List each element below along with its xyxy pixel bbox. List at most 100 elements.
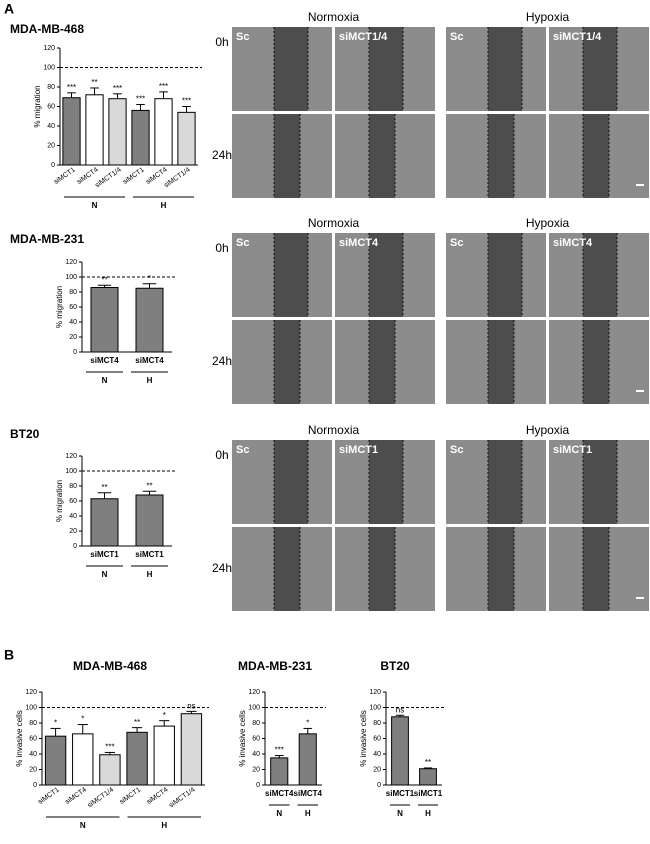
significance: ***: [182, 97, 191, 106]
panel-label: B: [4, 647, 14, 663]
y-tick-label: 80: [373, 720, 381, 727]
y-tick-label: 20: [69, 528, 77, 535]
sample-label: Sc: [450, 31, 463, 43]
group-label: H: [161, 821, 167, 830]
y-tick-label: 60: [69, 498, 77, 505]
wound-gap: [274, 440, 308, 524]
bar: [72, 733, 94, 786]
chart-title: MDA-MB-231: [238, 659, 312, 673]
sample-label: siMCT4: [339, 237, 379, 249]
sample-label: siMCT1: [553, 444, 592, 456]
bar: [135, 494, 164, 547]
wound-gap: [369, 440, 403, 524]
significance: **: [101, 275, 107, 284]
wound-gap: [274, 320, 300, 404]
sample-label: Sc: [450, 444, 463, 456]
x-tick-label: siMCT4: [90, 356, 119, 365]
panel-label: A: [4, 1, 14, 17]
time-label: 24h: [212, 354, 232, 368]
y-axis-label: % migration: [55, 480, 64, 522]
wound-gap: [583, 233, 617, 317]
chart-title: BT20: [380, 659, 410, 673]
bar: [131, 109, 150, 166]
significance: **: [146, 481, 152, 490]
group-label: H: [147, 376, 153, 385]
significance: *: [306, 719, 309, 728]
y-tick-label: 40: [47, 123, 55, 130]
x-tick-label: siMCT1/4: [94, 166, 123, 189]
group-label: N: [397, 809, 403, 818]
bar: [99, 754, 121, 786]
significance: *: [81, 715, 84, 724]
y-tick-label: 40: [69, 513, 77, 520]
wound-gap: [488, 320, 514, 404]
chart-title: MDA-MB-231: [10, 232, 84, 246]
y-tick-label: 0: [73, 543, 77, 550]
x-tick-label: siMCT4: [135, 356, 164, 365]
y-tick-label: 120: [25, 689, 37, 696]
y-tick-label: 80: [29, 720, 37, 727]
bar: [177, 111, 196, 166]
wound-gap: [369, 320, 395, 404]
y-tick-label: 120: [65, 259, 77, 266]
wound-gap: [583, 527, 609, 611]
y-tick-label: 60: [69, 304, 77, 311]
y-tick-label: 100: [43, 64, 55, 71]
y-tick-label: 20: [252, 766, 260, 773]
y-axis-label: % migration: [55, 286, 64, 328]
x-tick-label: siMCT1/4: [168, 786, 197, 809]
significance: ***: [136, 95, 145, 104]
condition-label: Normoxia: [308, 423, 360, 437]
wound-gap: [274, 27, 308, 111]
significance: ns: [396, 705, 404, 714]
bar: [391, 716, 409, 786]
group-label: H: [147, 570, 153, 579]
chart-title: BT20: [10, 427, 40, 441]
y-tick-label: 20: [69, 334, 77, 341]
y-tick-label: 100: [65, 468, 77, 475]
wound-gap: [369, 27, 403, 111]
bar: [85, 94, 104, 166]
y-tick-label: 120: [65, 453, 77, 460]
y-axis-label: % invasive cells: [359, 710, 368, 766]
group-label: N: [80, 821, 86, 830]
y-tick-label: 120: [248, 689, 260, 696]
bar: [108, 98, 127, 166]
bar: [62, 97, 81, 166]
sample-label: siMCT1/4: [553, 31, 602, 43]
significance: ***: [67, 83, 76, 92]
group-label: H: [305, 809, 311, 818]
bar: [154, 98, 173, 166]
significance: **: [91, 78, 97, 87]
sample-label: Sc: [236, 237, 249, 249]
wound-gap: [488, 527, 514, 611]
y-tick-label: 40: [373, 751, 381, 758]
x-tick-label: siMCT1: [386, 789, 415, 798]
chart-title: MDA-MB-468: [73, 659, 147, 673]
bar: [135, 287, 164, 353]
time-label: 0h: [215, 448, 228, 462]
bar: [126, 731, 148, 786]
bar: [153, 725, 175, 786]
wound-gap: [583, 440, 617, 524]
y-axis-label: % invasive cells: [238, 710, 247, 766]
x-tick-label: siMCT1: [37, 786, 61, 806]
significance: **: [101, 483, 107, 492]
x-tick-label: siMCT1: [119, 786, 143, 806]
y-tick-label: 20: [47, 142, 55, 149]
sample-label: siMCT4: [553, 237, 593, 249]
wound-gap: [488, 233, 522, 317]
y-tick-label: 40: [69, 319, 77, 326]
y-tick-label: 0: [51, 162, 55, 169]
y-tick-label: 0: [73, 349, 77, 356]
bar: [419, 768, 437, 786]
wound-gap: [274, 233, 308, 317]
significance: **: [425, 758, 431, 767]
y-tick-label: 0: [256, 782, 260, 789]
time-label: 0h: [215, 35, 228, 49]
x-tick-label: siMCT4: [146, 786, 170, 806]
chart-title: MDA-MB-468: [10, 22, 84, 36]
y-tick-label: 120: [369, 689, 381, 696]
y-tick-label: 40: [252, 751, 260, 758]
